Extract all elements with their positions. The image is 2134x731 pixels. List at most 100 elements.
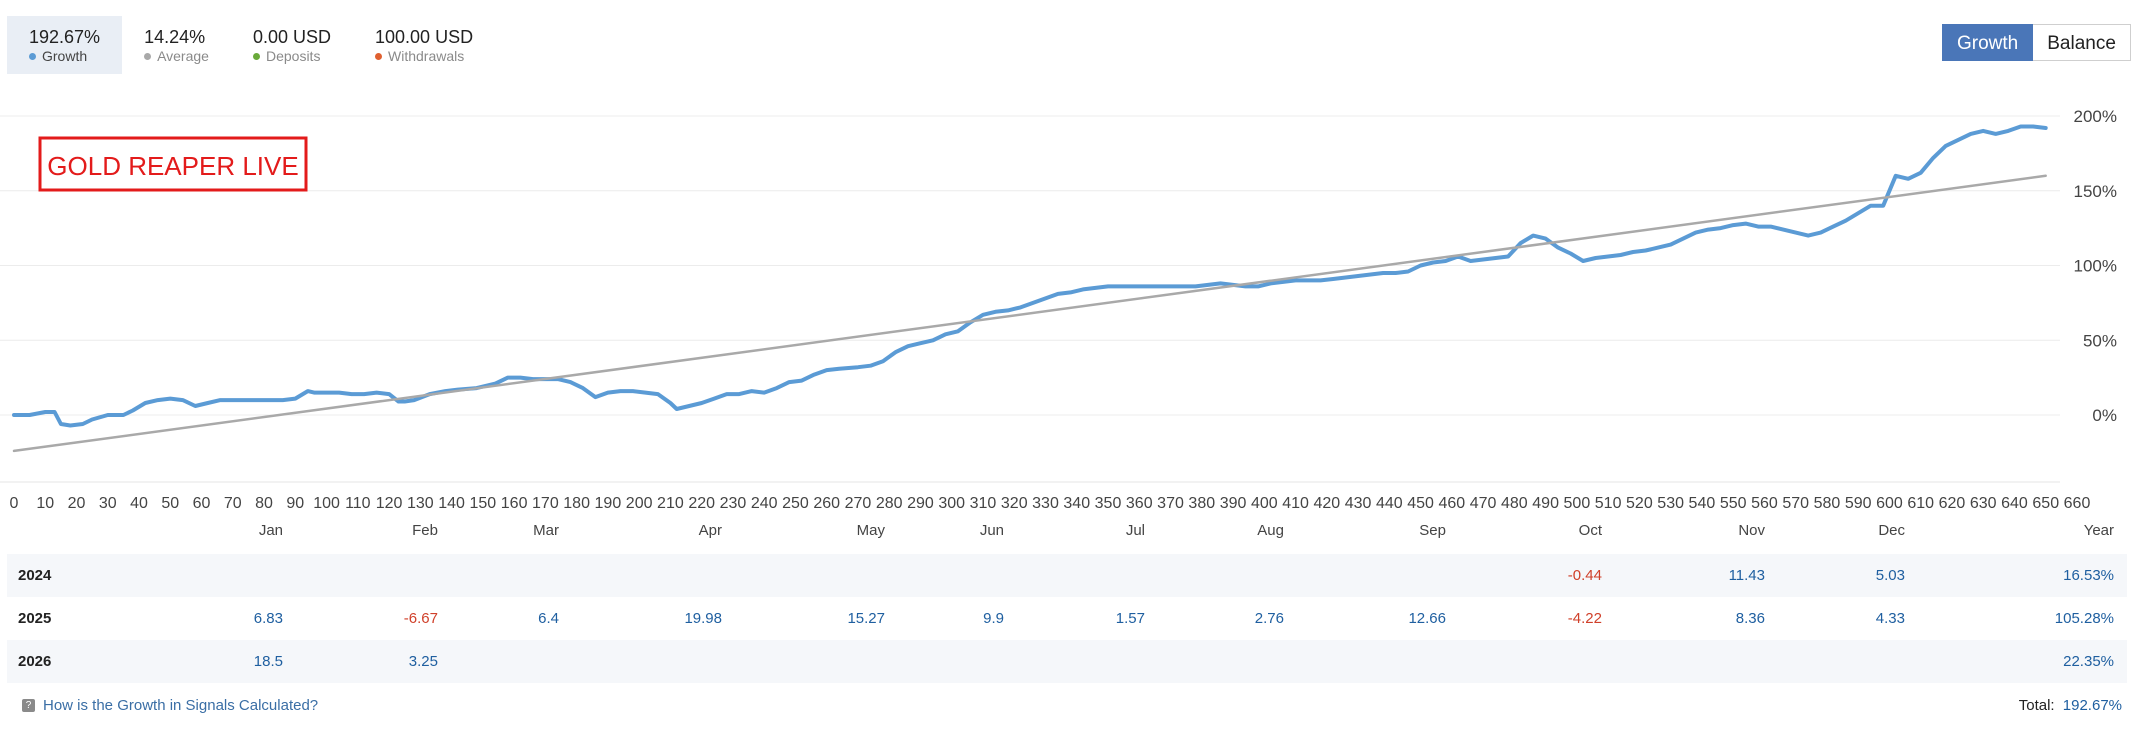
month-cell: 8.36: [1735, 610, 1765, 627]
x-tick-label: 590: [1845, 495, 1872, 512]
stat-withdrawals[interactable]: 100.00 USD Withdrawals: [353, 16, 495, 74]
x-tick-label: 440: [1376, 495, 1403, 512]
x-tick-label: 100: [313, 495, 340, 512]
x-tick-label: 280: [876, 495, 903, 512]
x-tick-label: 360: [1126, 495, 1153, 512]
help-link-text: How is the Growth in Signals Calculated?: [43, 697, 319, 714]
x-tick-label: 560: [1751, 495, 1778, 512]
y-tick-label: 200%: [2074, 107, 2117, 126]
stat-deposits-value: 0.00 USD: [252, 26, 332, 47]
growth-help-link[interactable]: ? How is the Growth in Signals Calculate…: [22, 697, 318, 714]
x-tick-label: 330: [1032, 495, 1059, 512]
table-row: 2024 -0.44 11.43 5.03 16.53%: [7, 554, 2127, 597]
help-icon: ?: [22, 699, 35, 712]
summary-stats: 192.67% Growth 14.24% Average 0.00 USD D…: [7, 16, 495, 74]
row-year: 2024: [18, 567, 52, 584]
x-tick-label: 530: [1657, 495, 1684, 512]
average-dot-icon: [144, 52, 152, 60]
x-tick-label: 300: [938, 495, 965, 512]
view-toggle: Growth Balance: [1942, 24, 2131, 61]
stat-growth-value: 192.67%: [29, 26, 101, 47]
x-tick-label: 170: [532, 495, 559, 512]
x-tick-label: 190: [595, 495, 622, 512]
month-header-jun: Jun: [979, 522, 1004, 539]
x-tick-label: 550: [1720, 495, 1747, 512]
total-value: 192.67%: [2062, 697, 2122, 714]
month-header-jan: Jan: [258, 522, 283, 539]
month-header-sep: Sep: [1419, 522, 1446, 539]
deposits-dot-icon: [252, 52, 260, 60]
month-cell: 6.83: [253, 610, 283, 627]
y-tick-label: 100%: [2074, 257, 2117, 276]
month-cell: 12.66: [1408, 610, 1446, 627]
x-tick-label: 180: [563, 495, 590, 512]
average-trend-line: [12, 174, 2047, 453]
x-tick-label: 370: [1157, 495, 1184, 512]
month-header-mar: Mar: [533, 522, 559, 539]
x-tick-label: 140: [438, 495, 465, 512]
month-header-feb: Feb: [412, 522, 438, 539]
month-cell: -0.44: [1567, 567, 1602, 584]
x-tick-label: 270: [845, 495, 872, 512]
x-tick-label: 630: [1970, 495, 1997, 512]
x-tick-label: 620: [1939, 495, 1966, 512]
month-header-apr: Apr: [698, 522, 722, 539]
month-cell: 6.4: [538, 610, 559, 627]
stat-growth[interactable]: 192.67% Growth: [7, 16, 123, 74]
stat-growth-label: Growth: [42, 47, 88, 64]
y-tick-label: 50%: [2083, 331, 2117, 350]
x-tick-label: 570: [1782, 495, 1809, 512]
stat-average[interactable]: 14.24% Average: [122, 16, 231, 74]
month-cell: 3.25: [408, 653, 438, 670]
row-year: 2026: [18, 653, 52, 670]
x-tick-label: 310: [970, 495, 997, 512]
x-tick-label: 400: [1251, 495, 1278, 512]
x-tick-label: 50: [161, 495, 179, 512]
x-tick-label: 460: [1438, 495, 1465, 512]
month-cell: 4.33: [1875, 610, 1905, 627]
stat-deposits-label: Deposits: [265, 47, 321, 64]
total-label: Total:: [2018, 697, 2055, 714]
x-tick-label: 350: [1095, 495, 1122, 512]
growth-toggle-button[interactable]: Growth: [1942, 24, 2034, 61]
x-tick-label: 240: [751, 495, 778, 512]
month-header-nov: Nov: [1738, 522, 1765, 539]
month-cell: 19.98: [684, 610, 722, 627]
month-cell: 9.9: [983, 610, 1004, 627]
stat-average-label: Average: [157, 47, 209, 64]
x-tick-label: 40: [130, 495, 148, 512]
month-cell: 1.57: [1115, 610, 1145, 627]
month-cell: 15.27: [847, 610, 885, 627]
year-total-cell: 22.35%: [2063, 653, 2114, 670]
table-row: 2026 18.5 3.25 22.35%: [7, 640, 2127, 683]
x-tick-label: 290: [907, 495, 934, 512]
x-tick-label: 500: [1564, 495, 1591, 512]
month-cell: -6.67: [403, 610, 438, 627]
x-tick-label: 90: [286, 495, 304, 512]
x-tick-label: 60: [193, 495, 211, 512]
year-total-header: Year: [2083, 522, 2114, 539]
withdrawals-dot-icon: [375, 52, 383, 60]
x-tick-label: 510: [1595, 495, 1622, 512]
x-tick-label: 80: [255, 495, 273, 512]
x-tick-label: 150: [470, 495, 497, 512]
month-header-oct: Oct: [1578, 522, 1602, 539]
x-tick-label: 120: [376, 495, 403, 512]
balance-toggle-button[interactable]: Balance: [2033, 24, 2131, 61]
x-tick-label: 650: [2032, 495, 2059, 512]
x-tick-label: 70: [224, 495, 242, 512]
month-cell: -4.22: [1567, 610, 1602, 627]
table-row: 2025 6.83 -6.67 6.4 19.98 15.27 9.9 1.57 2.76 12.…: [7, 597, 2127, 640]
x-tick-label: 580: [1814, 495, 1841, 512]
x-tick-label: 160: [501, 495, 528, 512]
y-tick-label: 0%: [2092, 406, 2117, 425]
x-tick-label: 30: [99, 495, 117, 512]
x-tick-label: 610: [1907, 495, 1934, 512]
x-tick-label: 340: [1063, 495, 1090, 512]
x-tick-label: 250: [782, 495, 809, 512]
x-tick-label: 430: [1345, 495, 1372, 512]
stat-deposits[interactable]: 0.00 USD Deposits: [231, 16, 353, 74]
year-total-cell: 16.53%: [2063, 567, 2114, 584]
x-tick-label: 420: [1313, 495, 1340, 512]
x-tick-label: 200: [626, 495, 653, 512]
